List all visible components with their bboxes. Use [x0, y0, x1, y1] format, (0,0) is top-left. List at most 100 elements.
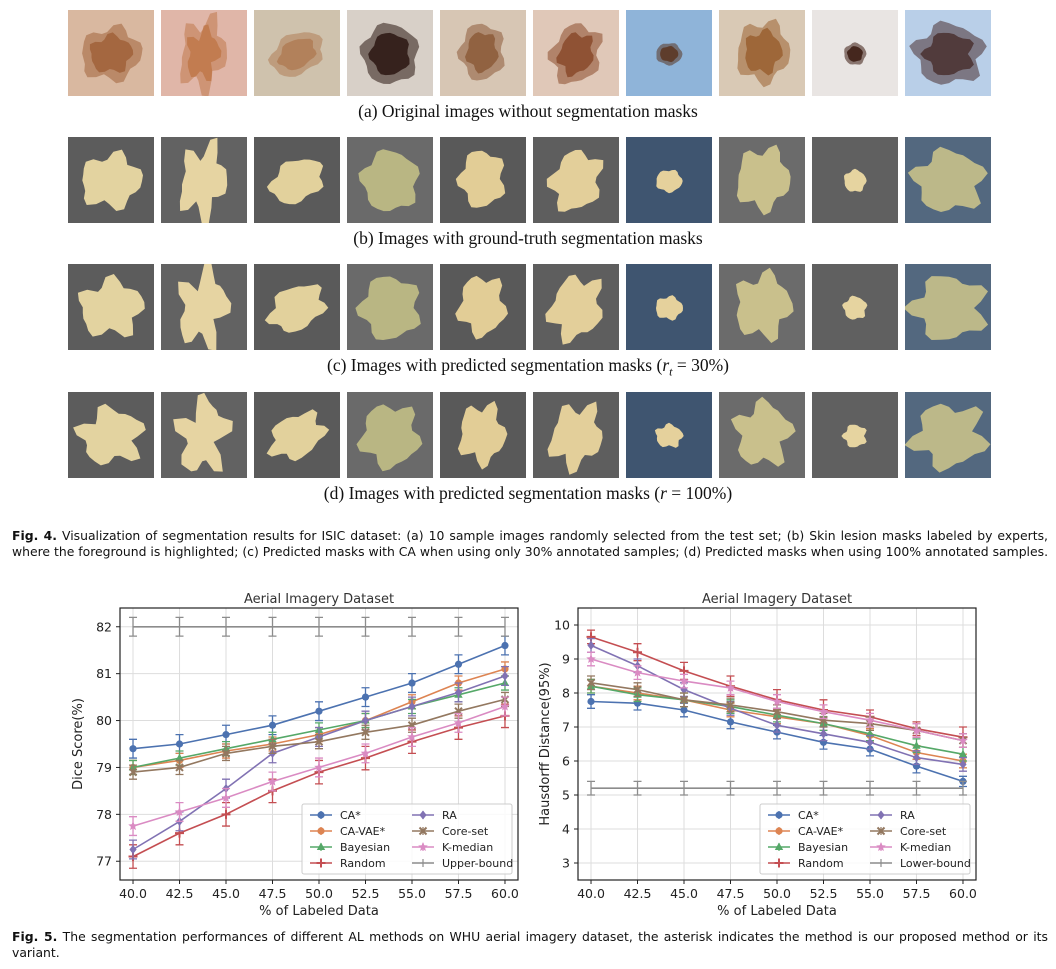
thumbnail-svg	[719, 264, 805, 350]
thumbnail-image	[719, 392, 805, 478]
data-point	[361, 728, 370, 737]
x-tick-label: 55.0	[398, 886, 426, 901]
legend: CA* CA-VAE* Bayesian Random RA Core-set K-medi…	[759, 803, 971, 875]
thumbnail-image	[254, 137, 340, 223]
fig5-caption: Fig. 5. The segmentation performances of…	[12, 929, 1048, 961]
x-tick-label: 50.0	[763, 886, 791, 901]
y-axis-label: Hausdorff Distance(95%)	[538, 662, 553, 825]
hausdorff-chart-svg: Aerial Imagery Dataset 40.0 42.5 45.0 47.5 50…	[538, 592, 977, 919]
legend-label: RA	[442, 809, 457, 822]
thumbnail-svg	[626, 264, 712, 350]
data-point	[772, 696, 782, 706]
x-tick-label: 42.5	[166, 886, 194, 901]
data-point	[912, 741, 921, 749]
thumbnail-svg	[812, 10, 898, 96]
thumbnail-image	[68, 10, 154, 96]
y-axis-label: Dice Score(%)	[71, 698, 86, 790]
data-point	[268, 734, 277, 743]
data-point	[129, 845, 137, 855]
data-point	[680, 706, 688, 714]
x-tick-label: 57.5	[903, 886, 931, 901]
data-point	[221, 809, 231, 819]
legend-label: CA*	[798, 809, 819, 822]
x-tick-label: 60.0	[491, 886, 519, 901]
data-point	[317, 811, 325, 819]
series-k-median	[128, 696, 510, 837]
thumbnail-svg	[347, 392, 433, 478]
y-tick-label: 10	[554, 618, 570, 633]
data-point	[772, 707, 782, 716]
data-point	[454, 687, 463, 697]
data-point	[633, 685, 642, 694]
thumbnail-svg	[347, 137, 433, 223]
data-point	[222, 731, 230, 739]
thumbnail-svg	[347, 264, 433, 350]
thumbnail-image	[626, 264, 712, 350]
thumbnail-image	[812, 137, 898, 223]
thumbnail-svg	[533, 264, 619, 350]
thumbnail-image	[440, 392, 526, 478]
y-tick-label: 4	[562, 822, 570, 837]
thumbnail-svg	[905, 392, 991, 478]
thumbnail-image	[905, 10, 991, 96]
subcaption-c-var: r	[662, 355, 670, 375]
y-tick-label: 79	[96, 760, 112, 775]
y-tick-label: 6	[562, 754, 570, 769]
thumbnail-image	[68, 392, 154, 478]
legend-label: Bayesian	[798, 841, 848, 854]
thumbnail-image	[533, 392, 619, 478]
legend-box	[301, 803, 513, 875]
thumbnail-svg	[626, 392, 712, 478]
data-point	[268, 742, 277, 751]
fig4-label: Fig. 4.	[12, 528, 57, 543]
data-point	[407, 732, 417, 741]
image-row-original	[68, 10, 992, 96]
x-tick-label: 42.5	[624, 886, 652, 901]
thumbnail-svg	[719, 137, 805, 223]
thumbnail-image	[812, 10, 898, 96]
subcaption-d: (d) Images with predicted segmentation m…	[0, 483, 1056, 504]
thumbnail-image	[812, 264, 898, 350]
data-point	[174, 807, 185, 816]
image-row-pred-100	[68, 392, 992, 478]
subcaption-c-suffix: = 30%)	[672, 355, 729, 375]
thumbnail-svg	[161, 137, 247, 223]
thumbnail-image	[812, 392, 898, 478]
x-tick-label: 52.5	[352, 886, 380, 901]
legend-label: K-median	[900, 841, 951, 854]
data-point	[408, 701, 416, 711]
thumbnail-image	[347, 10, 433, 96]
data-point	[775, 811, 783, 819]
thumbnail-svg	[719, 392, 805, 478]
thumbnail-image	[626, 10, 712, 96]
thumbnail-svg	[812, 392, 898, 478]
data-point	[586, 654, 596, 663]
legend-label: CA*	[340, 809, 361, 822]
data-point	[876, 842, 886, 851]
subcaption-a: (a) Original images without segmentation…	[358, 101, 698, 121]
subcaption-c-sub: t	[669, 364, 673, 379]
chart-title: Aerial Imagery Dataset	[702, 592, 852, 607]
fig5-caption-text: The segmentation performances of differe…	[12, 929, 1048, 960]
series-ca-	[129, 635, 509, 759]
thumbnail-svg	[812, 137, 898, 223]
data-point	[866, 737, 874, 747]
data-point	[128, 821, 138, 831]
series-k-median	[586, 651, 968, 749]
thumbnail-image	[161, 264, 247, 350]
thumbnail-image	[626, 137, 712, 223]
thumbnail-svg	[254, 392, 340, 478]
thumbnail-image	[533, 264, 619, 350]
thumbnail-svg	[161, 392, 247, 478]
y-tick-label: 78	[96, 807, 112, 822]
subcaption-d-var: r	[660, 483, 667, 503]
thumbnail-svg	[254, 264, 340, 350]
thumbnail-image	[347, 392, 433, 478]
data-point	[454, 660, 463, 668]
data-point	[911, 725, 922, 735]
data-point	[726, 718, 735, 726]
data-point	[876, 826, 886, 836]
fig4-caption: Fig. 4. Visualization of segmentation re…	[12, 528, 1048, 560]
legend-label: Bayesian	[340, 841, 390, 854]
data-point	[679, 676, 689, 686]
